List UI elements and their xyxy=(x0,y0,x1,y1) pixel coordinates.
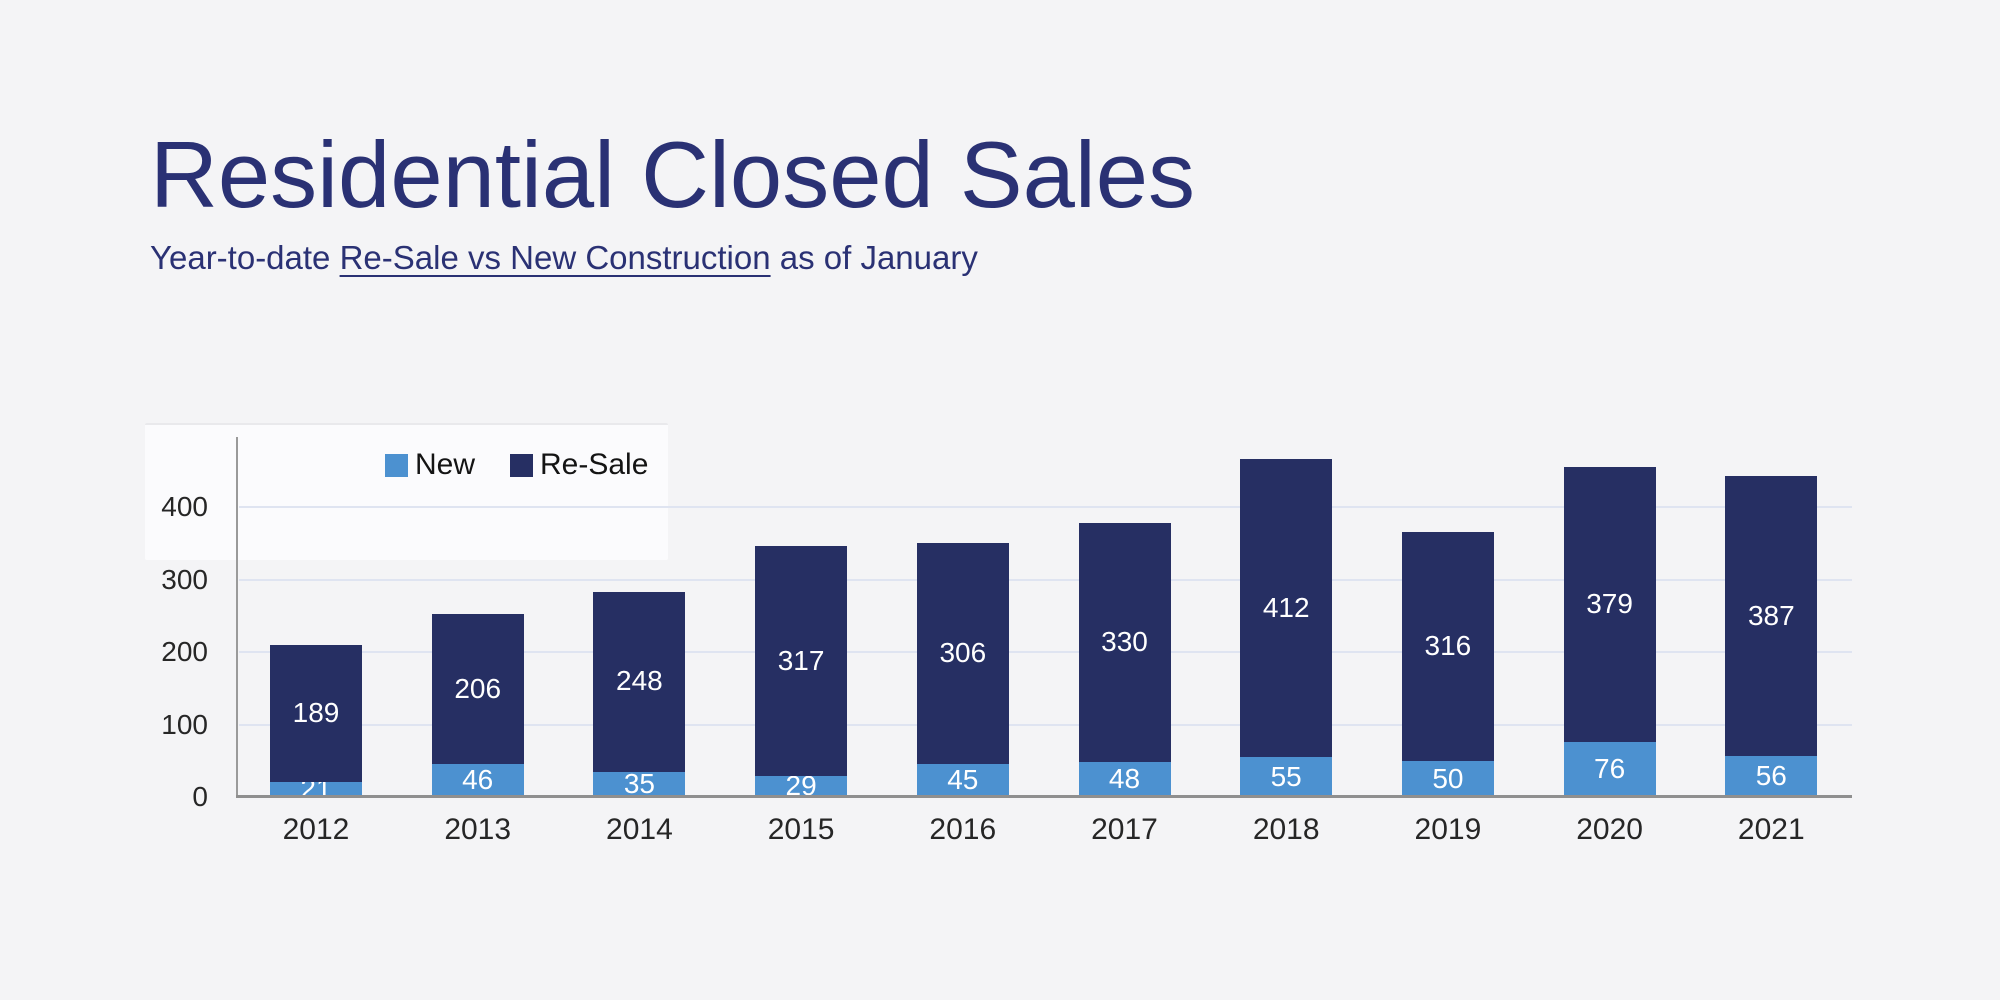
y-tick-label: 0 xyxy=(192,781,208,812)
grid-line xyxy=(239,723,1852,726)
bar-value-label: 306 xyxy=(939,637,987,669)
bar-segment-new: 55 xyxy=(1240,757,1333,797)
bar-value-label: 412 xyxy=(1262,591,1310,623)
bar-value-label: 48 xyxy=(1108,763,1141,795)
bar-segment-new: 50 xyxy=(1401,760,1494,797)
grid-line xyxy=(239,578,1852,581)
bar-segment-resale: 317 xyxy=(755,546,848,776)
bar-value-label: 206 xyxy=(454,672,502,704)
bar-segment-resale: 330 xyxy=(1078,523,1171,763)
bar-value-label: 76 xyxy=(1594,753,1626,785)
bar-value-label: 317 xyxy=(777,644,825,676)
bar-value-label: 56 xyxy=(1755,760,1787,792)
x-category-label: 2016 xyxy=(929,813,997,846)
plot-area: 21 189 46 206 35 248 29 317 45 306 48 330 55 412 50 316… xyxy=(0,437,2000,797)
y-axis-line xyxy=(236,437,238,797)
x-category-label: 2012 xyxy=(282,813,350,846)
subtitle-underlined-text: Re-Sale vs New Construction xyxy=(339,239,771,276)
bar-segment-resale: 316 xyxy=(1401,531,1494,761)
bar-value-label: 248 xyxy=(616,665,663,697)
bar-value-label: 379 xyxy=(1586,588,1633,620)
legend-swatch xyxy=(510,453,534,477)
y-tick-label: 100 xyxy=(161,708,208,740)
y-tick-label: 200 xyxy=(161,636,208,668)
x-category-label: 2013 xyxy=(444,813,512,846)
subtitle-prefix: Year-to-date xyxy=(150,239,340,276)
bar-segment-new: 48 xyxy=(1078,762,1171,797)
bar-segment-resale: 189 xyxy=(270,644,362,782)
bar-segment-new: 35 xyxy=(593,767,686,797)
x-category-label: 2018 xyxy=(1252,813,1320,846)
subtitle-suffix: as of January xyxy=(770,239,978,276)
grid-line xyxy=(239,506,1852,509)
bar-value-label: 316 xyxy=(1424,629,1472,661)
grid-line xyxy=(239,651,1852,654)
bar-value-label: 46 xyxy=(462,763,494,795)
x-axis-line xyxy=(236,795,1852,798)
legend-swatch xyxy=(385,453,408,477)
y-tick-label: 300 xyxy=(161,563,208,595)
bar-segment-new: 29 xyxy=(755,770,848,797)
bar-value-label: 55 xyxy=(1270,760,1302,792)
bar-value-label: 50 xyxy=(1432,762,1464,794)
bar-value-label: 189 xyxy=(292,696,340,728)
bar-segment-resale: 206 xyxy=(431,614,524,764)
bar-value-label: 35 xyxy=(623,767,655,797)
x-category-label: 2019 xyxy=(1414,813,1482,846)
bar-value-label: 45 xyxy=(947,764,979,796)
bar-segment-resale: 306 xyxy=(916,542,1009,765)
x-category-label: 2014 xyxy=(606,813,673,846)
page-subtitle: Year-to-date Re-Sale vs New Construction… xyxy=(150,238,978,278)
bar-segment-resale: 248 xyxy=(593,592,686,772)
bar-segment-new: 46 xyxy=(431,763,524,797)
page-title: Residential Closed Sales xyxy=(150,122,1196,227)
bar-segment-resale: 387 xyxy=(1725,476,1818,757)
x-category-label: 2015 xyxy=(767,813,835,846)
y-tick-label: 400 xyxy=(161,491,208,523)
x-category-label: 2020 xyxy=(1576,813,1643,846)
bar-value-label: 387 xyxy=(1747,599,1795,631)
x-category-label: 2017 xyxy=(1091,813,1158,846)
bar-segment-resale: 412 xyxy=(1240,458,1333,758)
bar-segment-new: 45 xyxy=(916,764,1009,797)
bar-segment-new: 76 xyxy=(1563,741,1656,797)
bar-segment-resale: 379 xyxy=(1563,467,1656,742)
legend-item: New xyxy=(385,450,475,480)
bar-value-label: 330 xyxy=(1101,626,1148,658)
x-category-label: 2021 xyxy=(1737,813,1805,846)
chart-background-panel xyxy=(145,423,668,560)
chart-legend: New Re-Sale xyxy=(385,450,648,480)
bar-segment-new: 56 xyxy=(1725,756,1818,797)
legend-item: Re-Sale xyxy=(510,450,648,480)
legend-label: New xyxy=(415,448,476,481)
legend-label: Re-Sale xyxy=(540,448,649,481)
